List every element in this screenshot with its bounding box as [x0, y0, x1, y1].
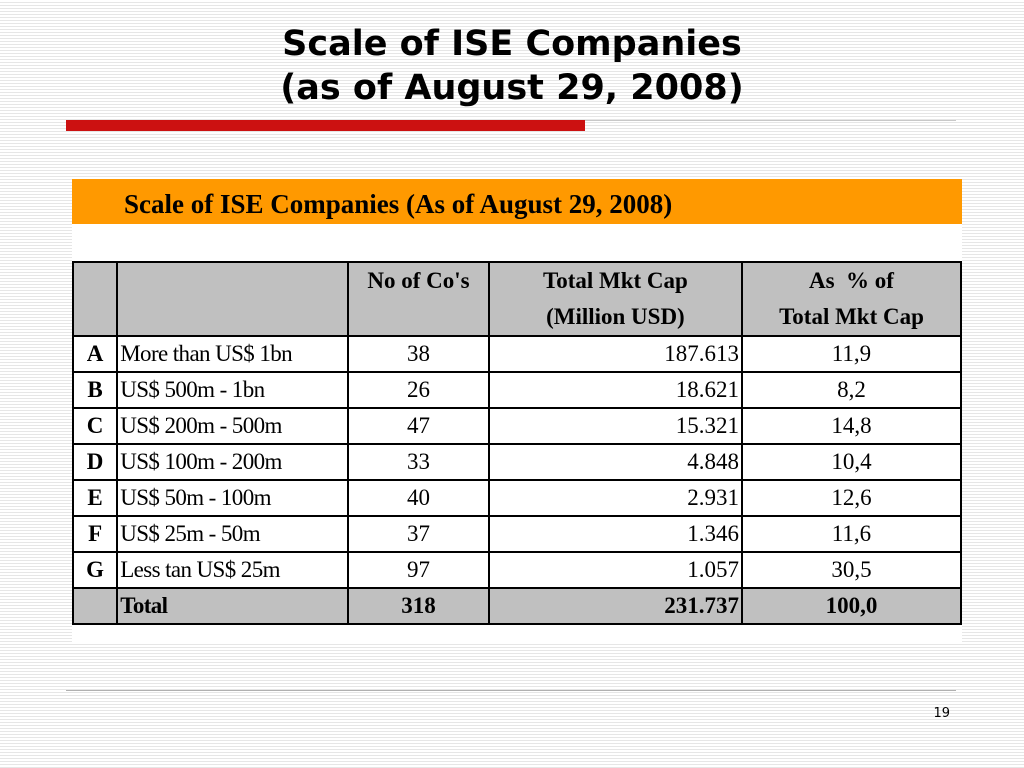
total-letter-cell: [71, 587, 119, 625]
row-range: More than US$ 1bn: [116, 335, 350, 373]
total-percent: 100,0: [740, 587, 963, 625]
row-mkt-cap: 15.321: [487, 407, 743, 445]
header-pct-line1: As % of: [808, 268, 894, 293]
row-percent: 11,9: [740, 335, 963, 373]
header-count: No of Co's: [347, 261, 490, 337]
row-count: 97: [347, 551, 490, 589]
row-count: 37: [347, 515, 490, 553]
header-letter-cell: [71, 261, 119, 337]
row-percent: 11,6: [740, 515, 963, 553]
table-row: D US$ 100m - 200m 33 4.848 10,4: [71, 443, 963, 481]
header-cap-line2: (Million USD): [546, 304, 685, 329]
row-count: 38: [347, 335, 490, 373]
total-count: 318: [347, 587, 490, 625]
row-letter: E: [71, 479, 119, 517]
table-total-row: Total 318 231.737 100,0: [71, 587, 963, 625]
row-letter: A: [71, 335, 119, 373]
header-cap-line1: Total Mkt Cap: [542, 268, 688, 293]
table-row: E US$ 50m - 100m 40 2.931 12,6: [71, 479, 963, 517]
row-percent: 12,6: [740, 479, 963, 517]
row-range: Less tan US$ 25m: [116, 551, 350, 589]
row-letter: B: [71, 371, 119, 409]
row-mkt-cap: 1.346: [487, 515, 743, 553]
table-spacer-row: [72, 224, 962, 261]
row-range: US$ 100m - 200m: [116, 443, 350, 481]
row-mkt-cap: 1.057: [487, 551, 743, 589]
row-mkt-cap: 2.931: [487, 479, 743, 517]
header-total-mkt-cap: Total Mkt Cap (Million USD): [487, 261, 743, 337]
table-row: A More than US$ 1bn 38 187.613 11,9: [71, 335, 963, 373]
page-number: 19: [933, 706, 950, 721]
row-letter: G: [71, 551, 119, 589]
header-percent: As % of Total Mkt Cap: [740, 261, 963, 337]
row-count: 40: [347, 479, 490, 517]
header-range-cell: [116, 261, 350, 337]
table-header-row: No of Co's Total Mkt Cap (Million USD) A…: [71, 261, 963, 337]
row-mkt-cap: 187.613: [487, 335, 743, 373]
slide-title-line1: Scale of ISE Companies: [282, 24, 742, 64]
footer-divider: [66, 690, 956, 691]
row-mkt-cap: 4.848: [487, 443, 743, 481]
row-count: 26: [347, 371, 490, 409]
row-mkt-cap: 18.621: [487, 371, 743, 409]
table-row: F US$ 25m - 50m 37 1.346 11,6: [71, 515, 963, 553]
companies-table: No of Co's Total Mkt Cap (Million USD) A…: [71, 261, 963, 625]
total-label: Total: [116, 587, 350, 625]
companies-table-block: Scale of ISE Companies (As of August 29,…: [71, 179, 963, 643]
table-row: B US$ 500m - 1bn 26 18.621 8,2: [71, 371, 963, 409]
row-range: US$ 200m - 500m: [116, 407, 350, 445]
slide-title: Scale of ISE Companies (as of August 29,…: [0, 22, 1024, 110]
row-percent: 30,5: [740, 551, 963, 589]
row-percent: 14,8: [740, 407, 963, 445]
row-percent: 10,4: [740, 443, 963, 481]
table-row: C US$ 200m - 500m 47 15.321 14,8: [71, 407, 963, 445]
row-range: US$ 25m - 50m: [116, 515, 350, 553]
row-letter: F: [71, 515, 119, 553]
slide-title-line2: (as of August 29, 2008): [280, 68, 744, 108]
row-letter: C: [71, 407, 119, 445]
row-percent: 8,2: [740, 371, 963, 409]
row-range: US$ 500m - 1bn: [116, 371, 350, 409]
table-row: G Less tan US$ 25m 97 1.057 30,5: [71, 551, 963, 589]
row-range: US$ 50m - 100m: [116, 479, 350, 517]
title-accent-bar: [66, 120, 585, 131]
row-count: 33: [347, 443, 490, 481]
table-banner: Scale of ISE Companies (As of August 29,…: [72, 179, 962, 224]
row-letter: D: [71, 443, 119, 481]
row-count: 47: [347, 407, 490, 445]
header-pct-line2: Total Mkt Cap: [779, 304, 924, 329]
total-mkt-cap: 231.737: [487, 587, 743, 625]
